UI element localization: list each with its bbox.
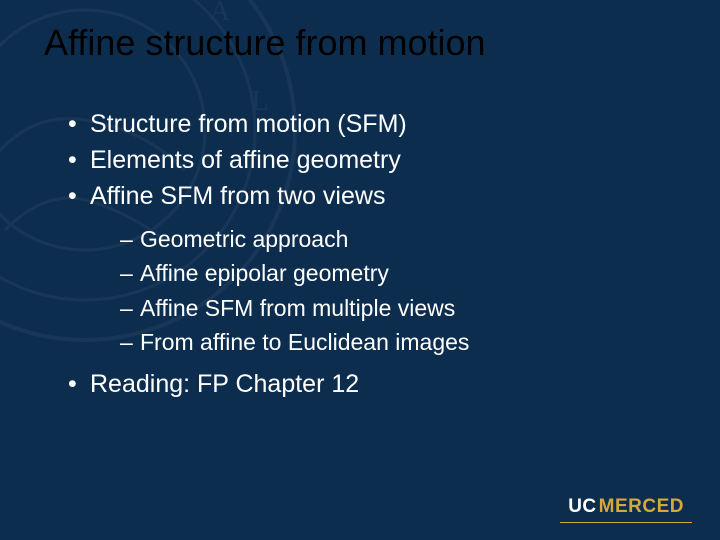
sub-bullet-item: Geometric approach [120,223,676,255]
logo-text-merced: MERCED [599,496,684,518]
bullet-item: Elements of affine geometry [68,144,676,178]
slide-content: Structure from motion (SFM) Elements of … [44,108,676,402]
bullet-text: Affine SFM from two views [90,182,385,210]
bullet-item: Affine SFM from two views Geometric appr… [68,180,676,359]
slide-title: Affine structure from motion [44,22,676,64]
sub-bullet-item: Affine epipolar geometry [120,257,676,289]
logo-underline [560,522,692,523]
bullet-item: Structure from motion (SFM) [68,108,676,142]
sub-bullet-item: From affine to Euclidean images [120,326,676,358]
bullet-list-level1: Structure from motion (SFM) Elements of … [44,108,676,402]
logo-text-uc: UC [568,496,596,518]
slide-container: Affine structure from motion Structure f… [0,0,720,540]
bullet-item: Reading: FP Chapter 12 [68,368,676,402]
bullet-list-level2: Geometric approach Affine epipolar geome… [90,223,676,358]
sub-bullet-item: Affine SFM from multiple views [120,292,676,324]
ucmerced-logo: UCMERCED [568,496,684,518]
